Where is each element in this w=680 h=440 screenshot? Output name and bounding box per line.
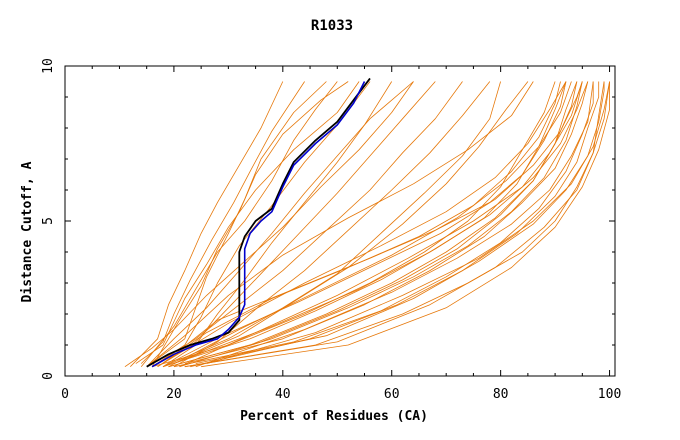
chart-title: R1033 (311, 18, 353, 34)
series-line-o33 (184, 81, 605, 368)
series-layer (124, 77, 610, 368)
series-line-o4 (135, 81, 360, 364)
series-line-o34 (195, 81, 594, 368)
series-line-o8 (157, 81, 436, 368)
series-line-o15 (168, 81, 578, 368)
series-line-o12 (173, 81, 529, 364)
y-tick-label: 5 (41, 217, 56, 225)
x-tick-label: 40 (275, 387, 291, 402)
x-tick-label: 60 (384, 387, 400, 402)
series-line-o16 (179, 81, 583, 368)
x-tick-label: 100 (598, 387, 621, 402)
series-line-o11 (162, 81, 501, 368)
x-tick-label: 0 (61, 387, 69, 402)
series-line-o28 (173, 81, 589, 364)
series-line-o19 (190, 81, 600, 368)
series-line-o26 (179, 81, 583, 368)
y-axis-label: Distance Cutoff, A (20, 161, 35, 302)
series-line-o5 (151, 81, 371, 368)
x-tick-label: 20 (166, 387, 182, 402)
series-line-h2 (151, 81, 366, 368)
series-line-o1 (146, 81, 327, 368)
series-line-o35 (168, 81, 578, 368)
y-tick-label: 0 (41, 372, 56, 380)
series-line-o20 (195, 81, 605, 364)
series-line-o23 (162, 81, 567, 364)
series-line-o17 (184, 81, 589, 364)
series-line-o37 (162, 81, 583, 368)
tick-layer: 0 20 40 60 80 100 0 5 10 (41, 58, 621, 402)
series-line-o27 (157, 81, 567, 368)
series-line-o21 (184, 81, 610, 368)
series-line-o18 (173, 81, 594, 368)
series-line-h1 (146, 77, 371, 368)
series-line-o32 (151, 81, 349, 367)
x-tick-label: 80 (493, 387, 509, 402)
series-line-o36 (206, 81, 610, 364)
series-line-o22 (201, 81, 610, 368)
series-line-o31 (140, 81, 338, 367)
series-line-o9 (151, 81, 463, 368)
series-line-o2 (140, 81, 305, 364)
series-line-o3 (130, 81, 284, 367)
series-line-o7 (146, 81, 414, 367)
series-line-o29 (146, 81, 534, 368)
series-line-o30 (124, 81, 414, 368)
x-axis-label: Percent of Residues (CA) (240, 409, 428, 424)
y-tick-label: 10 (41, 58, 56, 74)
